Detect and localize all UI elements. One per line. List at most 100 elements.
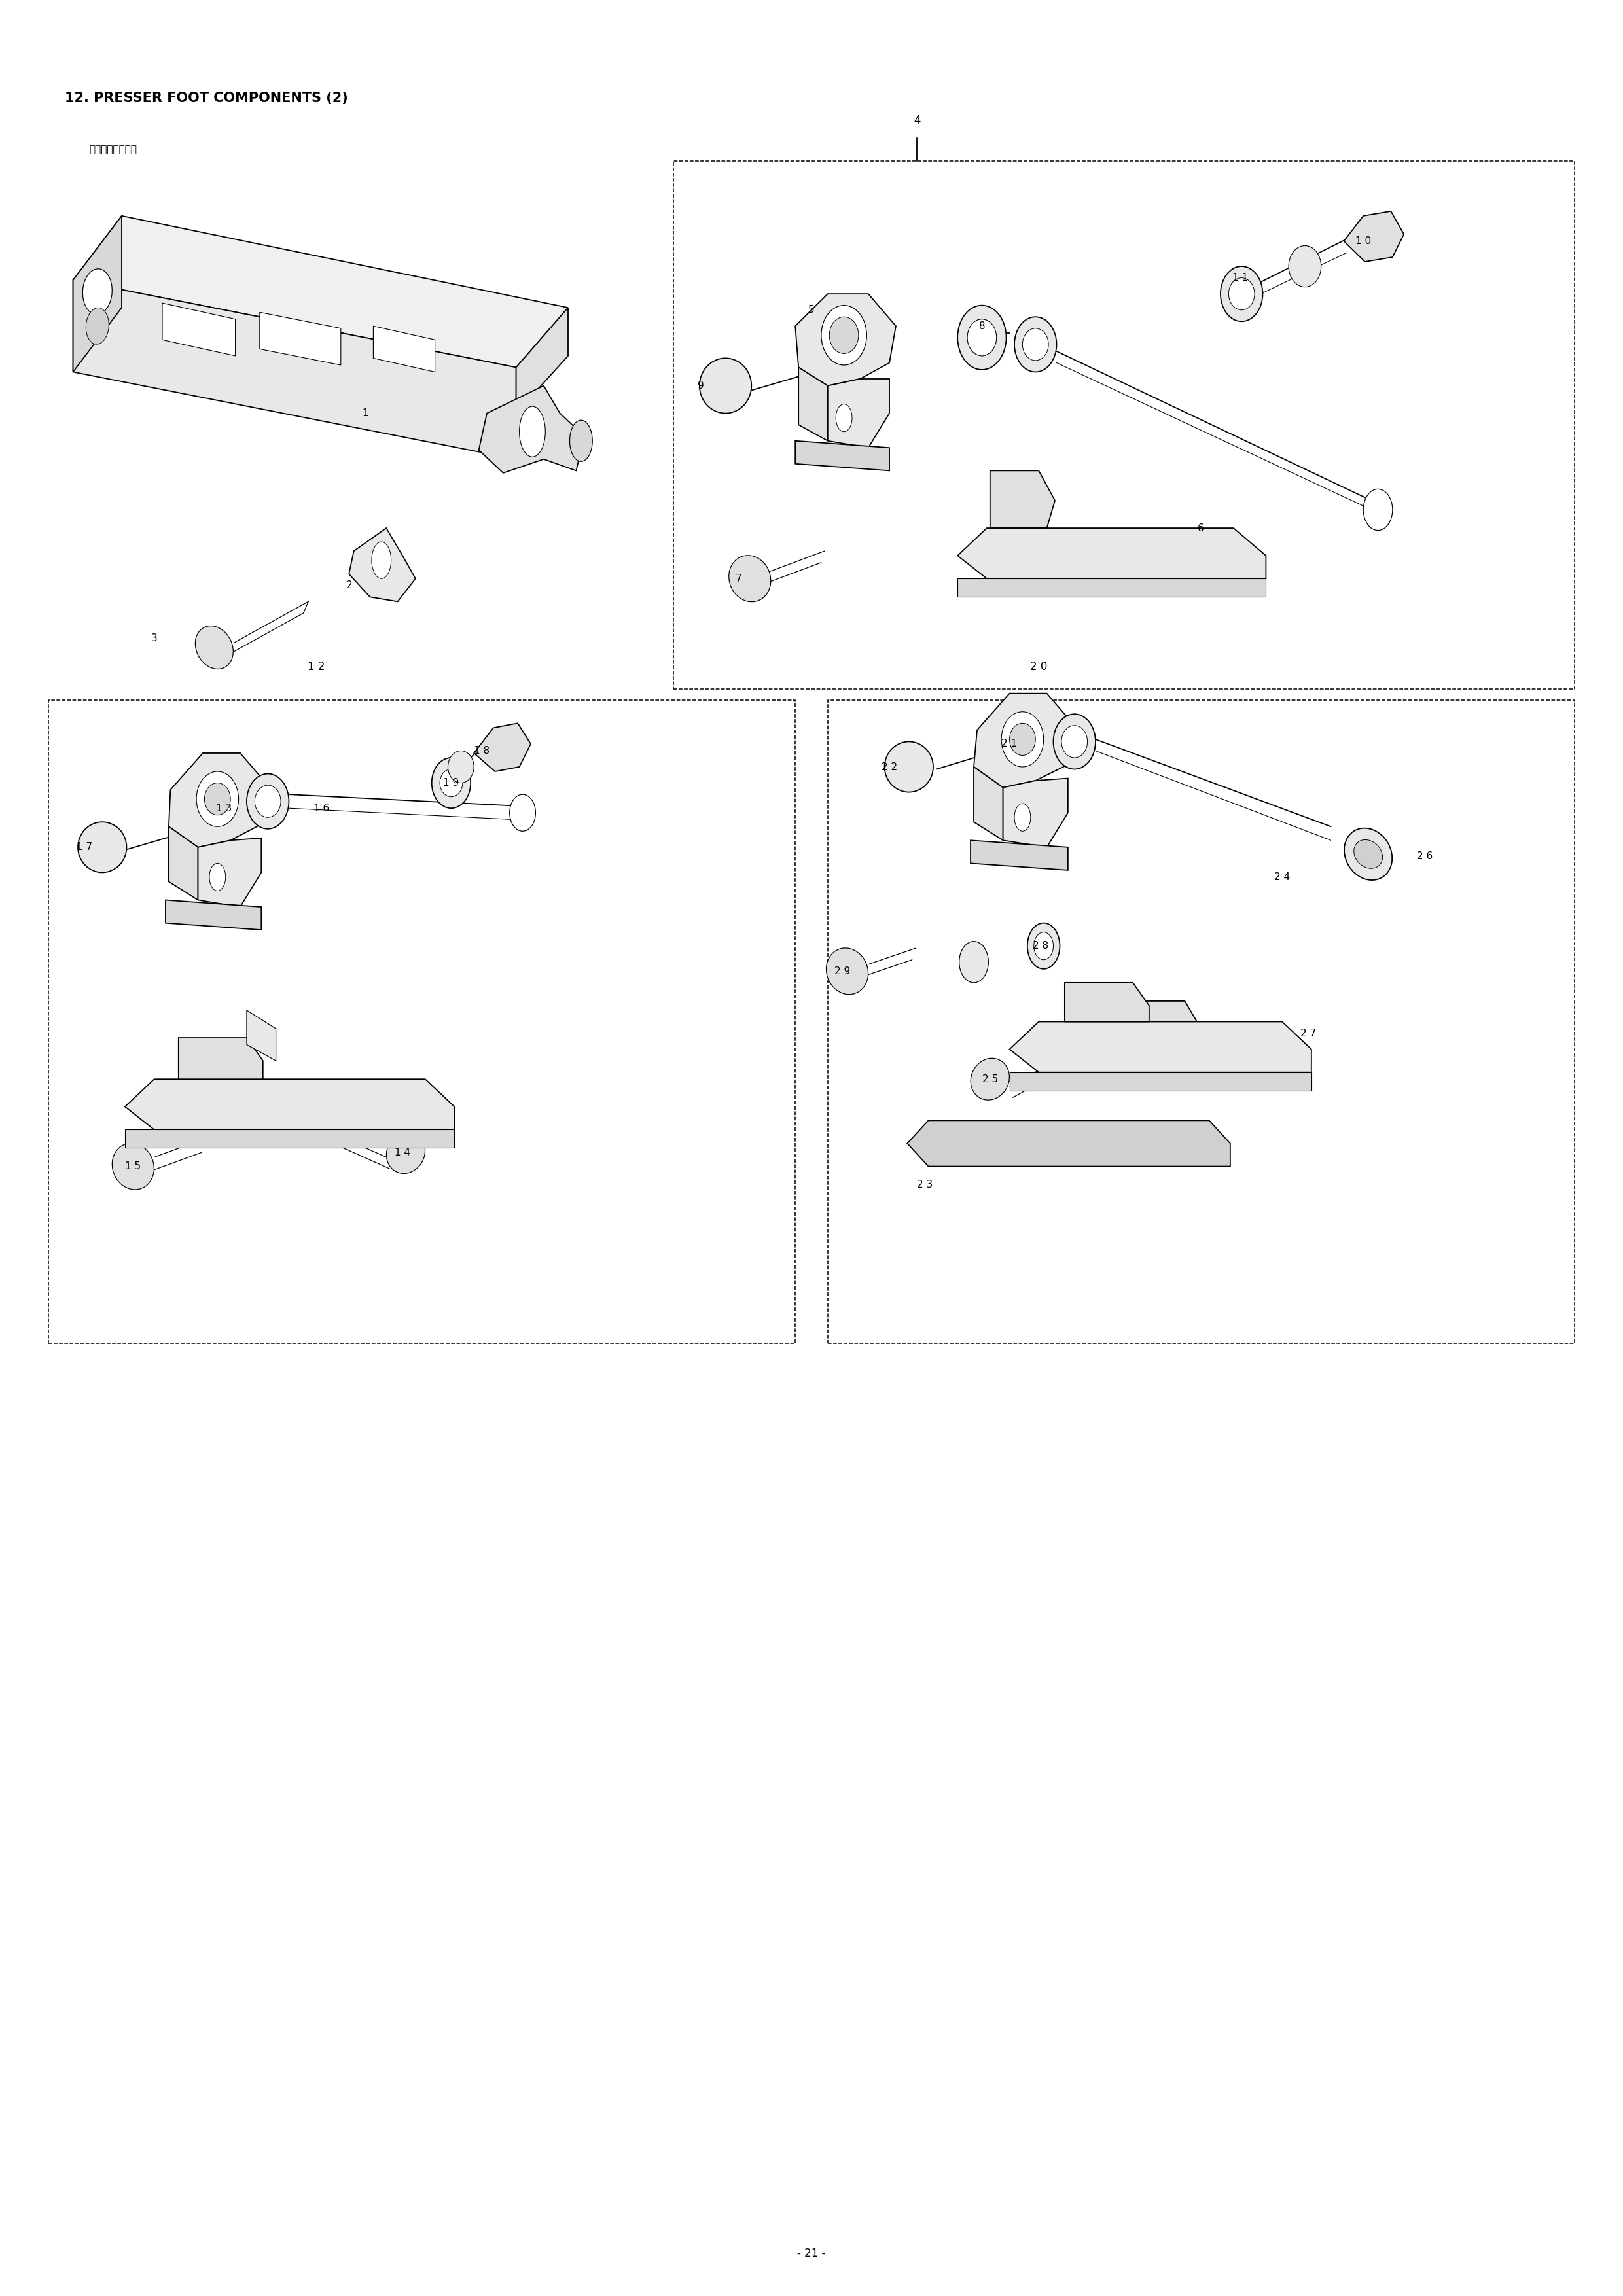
Ellipse shape xyxy=(885,742,933,792)
Polygon shape xyxy=(198,838,261,907)
Ellipse shape xyxy=(510,794,536,831)
Polygon shape xyxy=(125,1130,454,1148)
Text: 1 5: 1 5 xyxy=(125,1162,141,1171)
Polygon shape xyxy=(373,326,435,372)
Ellipse shape xyxy=(1229,278,1255,310)
Polygon shape xyxy=(73,216,122,372)
Text: 2 2: 2 2 xyxy=(881,762,898,771)
Polygon shape xyxy=(1117,1001,1201,1052)
Ellipse shape xyxy=(204,783,230,815)
Polygon shape xyxy=(169,753,268,847)
Ellipse shape xyxy=(112,1143,154,1189)
Ellipse shape xyxy=(1010,723,1035,755)
Ellipse shape xyxy=(83,269,112,315)
Ellipse shape xyxy=(829,317,859,354)
Ellipse shape xyxy=(971,1058,1010,1100)
Text: 1: 1 xyxy=(362,409,368,418)
Text: 2 1: 2 1 xyxy=(1001,739,1018,748)
Text: 1 8: 1 8 xyxy=(474,746,490,755)
Ellipse shape xyxy=(196,771,239,827)
Text: 1 3: 1 3 xyxy=(216,804,232,813)
Polygon shape xyxy=(1344,211,1404,262)
Text: 3: 3 xyxy=(151,634,157,643)
Polygon shape xyxy=(162,303,235,356)
Text: 2 9: 2 9 xyxy=(834,967,850,976)
Polygon shape xyxy=(260,312,341,365)
Polygon shape xyxy=(247,1010,276,1061)
Polygon shape xyxy=(828,379,889,448)
Polygon shape xyxy=(166,900,261,930)
Polygon shape xyxy=(795,441,889,471)
Bar xyxy=(674,161,1574,689)
Text: 2: 2 xyxy=(346,581,352,590)
Ellipse shape xyxy=(1220,266,1263,321)
Polygon shape xyxy=(179,1038,263,1079)
Ellipse shape xyxy=(255,785,281,817)
Ellipse shape xyxy=(1014,804,1031,831)
Text: - 21 -: - 21 - xyxy=(797,2248,826,2259)
Text: 8: 8 xyxy=(979,321,985,331)
Text: 1 2: 1 2 xyxy=(308,661,325,673)
Text: 5: 5 xyxy=(808,305,815,315)
Ellipse shape xyxy=(1289,246,1321,287)
Text: 1 1: 1 1 xyxy=(1232,273,1248,282)
Text: 2 4: 2 4 xyxy=(1274,872,1290,882)
Polygon shape xyxy=(1003,778,1068,847)
Ellipse shape xyxy=(1363,489,1393,530)
Polygon shape xyxy=(907,1120,1230,1166)
Ellipse shape xyxy=(440,769,463,797)
Ellipse shape xyxy=(432,758,471,808)
Ellipse shape xyxy=(247,774,289,829)
Text: 2 3: 2 3 xyxy=(917,1180,933,1189)
Polygon shape xyxy=(958,579,1266,597)
Ellipse shape xyxy=(1022,328,1048,360)
Polygon shape xyxy=(516,308,568,413)
Text: 4: 4 xyxy=(914,115,920,126)
Ellipse shape xyxy=(519,406,545,457)
Polygon shape xyxy=(795,294,896,386)
Ellipse shape xyxy=(209,863,226,891)
Ellipse shape xyxy=(836,404,852,432)
Text: 1 9: 1 9 xyxy=(443,778,459,788)
Ellipse shape xyxy=(1344,829,1393,879)
Polygon shape xyxy=(73,216,568,367)
Ellipse shape xyxy=(729,556,771,602)
Text: 1 7: 1 7 xyxy=(76,843,93,852)
Ellipse shape xyxy=(959,941,988,983)
Ellipse shape xyxy=(386,1132,425,1173)
Ellipse shape xyxy=(1354,840,1383,868)
Bar xyxy=(49,700,795,1343)
Text: 2 6: 2 6 xyxy=(1417,852,1433,861)
Text: 2 0: 2 0 xyxy=(1031,661,1047,673)
Polygon shape xyxy=(990,471,1055,528)
Text: 12. PRESSER FOOT COMPONENTS (2): 12. PRESSER FOOT COMPONENTS (2) xyxy=(65,92,347,106)
Text: 2 7: 2 7 xyxy=(1300,1029,1316,1038)
Ellipse shape xyxy=(1061,726,1087,758)
Ellipse shape xyxy=(821,305,867,365)
Text: 7: 7 xyxy=(735,574,742,583)
Ellipse shape xyxy=(372,542,391,579)
Polygon shape xyxy=(474,723,531,771)
Ellipse shape xyxy=(1053,714,1096,769)
Ellipse shape xyxy=(1027,923,1060,969)
Text: 2 5: 2 5 xyxy=(982,1075,998,1084)
Polygon shape xyxy=(974,767,1003,840)
Bar xyxy=(828,700,1574,1343)
Polygon shape xyxy=(169,827,198,900)
Ellipse shape xyxy=(570,420,592,461)
Ellipse shape xyxy=(1001,712,1044,767)
Text: 1 0: 1 0 xyxy=(1355,236,1371,246)
Polygon shape xyxy=(974,693,1074,788)
Polygon shape xyxy=(349,528,415,602)
Ellipse shape xyxy=(967,319,997,356)
Ellipse shape xyxy=(448,751,474,783)
Polygon shape xyxy=(479,386,584,473)
Text: 6: 6 xyxy=(1198,523,1204,533)
Polygon shape xyxy=(971,840,1068,870)
Polygon shape xyxy=(1010,1072,1311,1091)
Ellipse shape xyxy=(700,358,751,413)
Ellipse shape xyxy=(86,308,109,344)
Ellipse shape xyxy=(1034,932,1053,960)
Polygon shape xyxy=(1010,1022,1311,1072)
Polygon shape xyxy=(1065,983,1149,1022)
